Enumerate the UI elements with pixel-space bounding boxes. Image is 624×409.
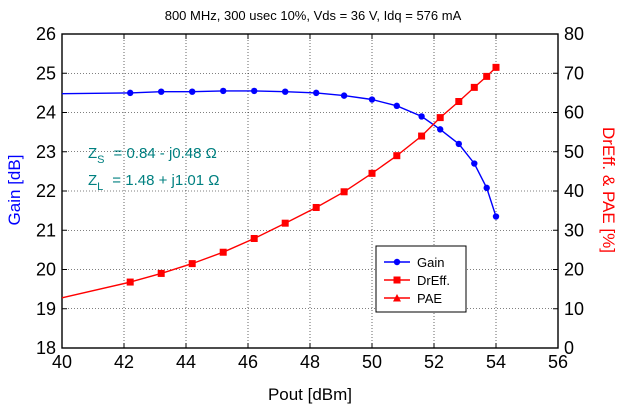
legend-label-gain: Gain [417,255,444,270]
y-right-tick-label: 50 [564,142,584,162]
y-left-tick-label: 21 [36,220,56,240]
y-right-tick-label: 60 [564,103,584,123]
data-point-dreff [368,169,376,177]
x-tick-label: 42 [114,352,134,372]
y-left-tick-label: 24 [36,103,56,123]
y-left-tick-label: 18 [36,338,56,358]
x-tick-label: 54 [486,352,506,372]
data-point-gain [251,87,258,95]
y-right-tick-label: 0 [564,338,574,358]
data-point-dreff [157,269,165,277]
y-left-tick-label: 25 [36,63,56,83]
legend-box [375,245,467,313]
data-point-dreff [492,63,500,71]
data-point-gain [437,126,444,133]
data-point-gain [368,96,376,103]
data-point-gain [471,160,478,167]
data-point-gain [158,88,165,95]
zs-value: = 0.84 - j0.48 Ω [114,145,217,162]
x-tick-label: 46 [238,352,258,372]
data-point-gain [492,213,500,220]
data-point-dreff [250,234,258,242]
data-point-dreff [312,203,320,211]
y-right-tick-label: 40 [564,181,584,201]
zl-value: = 1.48 + j1.01 Ω [112,172,219,189]
data-point-dreff [281,219,289,227]
data-point-gain [220,87,227,95]
y-right-tick-label: 20 [564,260,584,280]
y-right-tick-label: 80 [564,24,584,44]
data-point-gain [189,88,196,95]
chart-title: 800 MHz, 300 usec 10%, Vds = 36 V, Idq =… [165,8,462,23]
data-point-dreff [470,83,478,91]
y-right-tick-label: 30 [564,220,584,240]
x-tick-label: 40 [52,352,72,372]
y-left-tick-label: 22 [36,181,56,201]
data-point-gain [418,113,425,120]
data-point-dreff [126,278,134,286]
legend-marker-pae [393,294,401,302]
y-left-tick-label: 26 [36,24,56,44]
zs-annotation: ZS = 0.84 - j0.48 Ω [88,145,217,166]
legend-marker-gain [393,258,401,266]
zl-subscript: L [97,181,103,193]
impedance-annotation: ZS = 0.84 - j0.48 Ω ZL = 1.48 + j1.01 Ω [88,145,219,193]
legend: Gain DrEff. PAE [375,245,467,313]
y-left-tick-label: 23 [36,142,56,162]
x-tick-label: 48 [300,352,320,372]
data-point-gain [282,88,289,95]
data-point-gain [340,92,348,99]
y-left-tick-label: 20 [36,260,56,280]
data-point-dreff [436,114,444,122]
data-point-dreff [418,132,426,140]
legend-label-dreff: DrEff. [417,273,450,288]
legend-label-pae: PAE [417,291,442,306]
x-axis-label: Pout [dBm] [268,385,352,404]
axis-ticks [61,33,559,349]
series-group [61,63,500,299]
legend-marker-dreff [393,276,401,284]
data-point-dreff [219,248,227,256]
x-tick-label: 50 [362,352,382,372]
data-point-gain [483,184,490,192]
data-point-gain [127,89,134,97]
data-point-gain [393,102,400,110]
data-point-gain [313,89,320,97]
data-point-gain [455,140,462,148]
y-left-tick-label: 19 [36,299,56,319]
y-right-tick-labels: 0 10 20 30 40 50 60 70 80 [564,24,584,358]
y-right-tick-label: 10 [564,299,584,319]
x-tick-label: 52 [424,352,444,372]
y-right-tick-label: 70 [564,63,584,83]
y-right-axis-label: DrEff. & PAE [%] [599,127,618,253]
data-point-dreff [393,152,401,160]
zl-symbol: Z [88,172,97,189]
data-point-dreff [483,72,491,80]
grid-lines [62,34,558,348]
zl-annotation: ZL = 1.48 + j1.01 Ω [88,172,219,193]
data-point-dreff [455,98,463,106]
zs-symbol: Z [88,145,97,162]
zs-subscript: S [97,154,104,166]
data-point-dreff [188,260,196,268]
x-tick-label: 44 [176,352,196,372]
y-left-axis-label: Gain [dB] [5,155,24,226]
x-tick-labels: 40 42 44 46 48 50 52 54 56 [52,352,568,372]
y-left-tick-labels: 18 19 20 21 22 23 24 25 26 [36,24,56,358]
data-point-dreff [340,188,348,196]
x-tick-label: 56 [548,352,568,372]
